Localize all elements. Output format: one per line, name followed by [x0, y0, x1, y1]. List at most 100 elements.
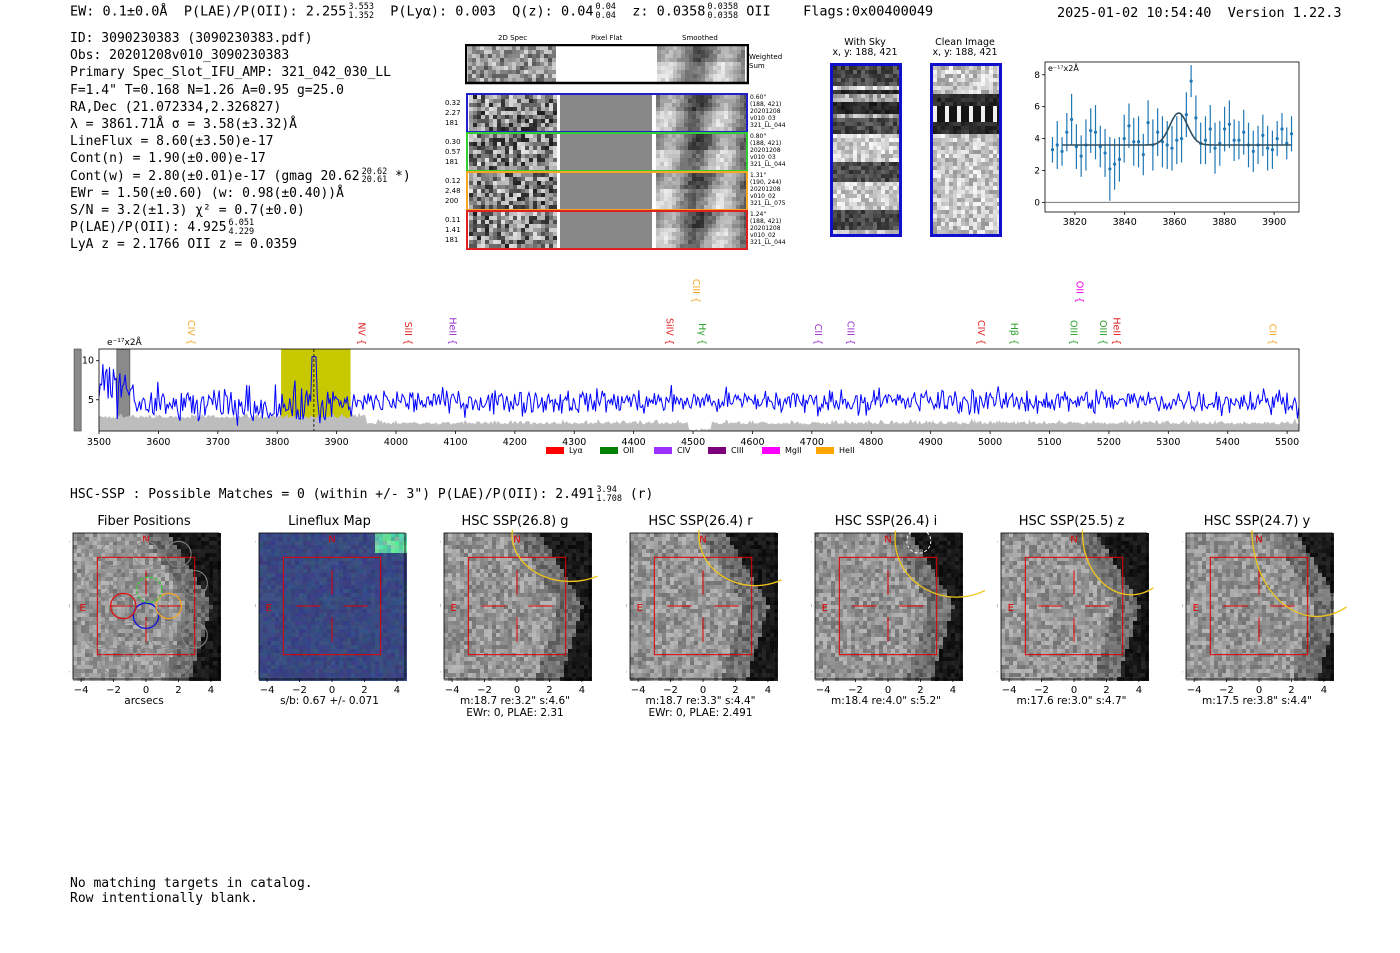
fiber-red [109, 592, 137, 620]
fit-point [1251, 149, 1255, 153]
fiber-circle [149, 570, 176, 597]
line-label-text: OII { [1073, 281, 1084, 303]
fit-point [1270, 148, 1275, 152]
fit-point [1050, 148, 1055, 152]
hsc-panel-title: HSC SSP(26.4) r [648, 514, 753, 529]
fit-point [1089, 129, 1093, 133]
spec-xtick-label-4600: 4600 [740, 437, 764, 448]
hsc-ytick-label: 2 [997, 569, 998, 580]
legend-swatch-4 [762, 447, 780, 454]
spec-xtick-label-3700: 3700 [206, 437, 230, 448]
fit-point [1237, 138, 1241, 142]
fit-point [1184, 113, 1188, 117]
info-radec: RA,Dec (21.072334,2.326827) [70, 99, 282, 115]
spec-xtick-label-3800: 3800 [265, 437, 289, 448]
hsc-xtick-label: 4 [1321, 685, 1327, 696]
line-label-text: Hγ { [696, 323, 707, 345]
spec-xtick-label-4300: 4300 [562, 437, 586, 448]
hsc-ytick-label: 0 [997, 601, 998, 612]
clean-image [930, 63, 1002, 237]
hsc-ytick-label: 4 [69, 536, 70, 547]
hsc-ytick-label: 0 [1182, 601, 1183, 612]
hsc-cutout-0: N E −4 −2 0 2 4 4 2 0 −2 −4 [69, 532, 221, 696]
header-summary: EW: 0.1±0.0Å P(LAE)/P(OII): 2.255 3.553 1.… [70, 3, 933, 20]
hsc-caption: m:18.7 re:3.3" s:4.4" EWr: 0, PLAE: 2.491 [616, 695, 786, 719]
hsc-panel-2: HSC SSP(26.8) gNE−4−2024420−2−4m:18.7 re… [440, 512, 620, 727]
fit-point [1208, 127, 1212, 131]
info-obs: Obs: 20201208v010_3090230383 [70, 48, 290, 64]
line-label-1: NV { [356, 322, 367, 345]
hsc-xtick-label: 0 [143, 685, 149, 696]
hsc-xtick-label: −2 [1219, 685, 1234, 696]
row-3-left-2: 181 [445, 236, 459, 244]
legend-swatch-1 [600, 447, 618, 454]
hsc-panel-5: HSC SSP(25.5) zNE−4−2024420−2−4m:17.6 re… [997, 512, 1177, 727]
hsc-ytick-label: 4 [811, 536, 812, 547]
hsc-caption-line1: s/b: 0.67 +/- 0.071 [280, 695, 379, 707]
error-series [98, 412, 1300, 432]
aperture-box [653, 556, 752, 656]
row-2-right-3: v010_02 [750, 193, 776, 200]
hsc-xtick-label: 4 [579, 685, 585, 696]
plya-value: P(Lyα): 0.003 [390, 3, 496, 20]
aperture-box [467, 556, 567, 656]
hsc-xtick-label: 0 [885, 685, 891, 696]
row-2-right-0: 1.31" [750, 172, 767, 179]
hsc-ytick-label: −4 [255, 666, 256, 677]
hsc-xtick-label: 2 [361, 685, 367, 696]
fit-point [1218, 141, 1222, 145]
line-label-8: CIII { [845, 321, 856, 345]
hsc-caption: m:17.6 re:3.0" s:4.7" [987, 695, 1157, 707]
flags-value: Flags:0x00400049 [803, 3, 934, 20]
fit-point [1117, 157, 1122, 161]
footer: No matching targets in catalog. Row inte… [70, 876, 313, 906]
fiber-circle [132, 648, 160, 675]
plae-lo: 1.352 [348, 10, 374, 21]
row-2-2dspec [469, 173, 557, 209]
galaxy-ellipse [1081, 530, 1154, 596]
hsc-caption-line1: m:17.5 re:3.8" s:4.4" [1202, 695, 1312, 707]
hsc-ytick-label: 2 [440, 569, 441, 580]
aperture-box [282, 556, 381, 656]
row-1-left-2: 181 [445, 158, 459, 166]
fit-point [1285, 141, 1289, 145]
line-label-text: OIII { [1097, 320, 1108, 345]
clean-label: Clean Image [935, 37, 995, 48]
aperture-box [838, 556, 938, 656]
line-fit-chart: 0 2 4 6 8 3820 3840 3860 3880 3900 e⁻¹⁷x2Å [1035, 61, 1300, 228]
hsc-caption: arcsecs [59, 695, 229, 707]
hsc-panel-title: HSC SSP(24.7) y [1203, 514, 1311, 529]
cutout-images [465, 44, 749, 250]
fiber-circle [165, 596, 192, 623]
hsc-xtick-label: 2 [175, 685, 181, 696]
spectrum-frame [98, 348, 1300, 432]
info-contw: Cont(w) = 2.80(±0.01)e-17 (gmag 20.62 20.… [70, 166, 411, 185]
hsc-panel-0: Fiber Positions N E −4 −2 0 2 4 4 2 0 −2 −4 arcsecs [69, 512, 249, 727]
hsc-ytick-label: −2 [255, 633, 256, 644]
row-3-right-values: 1.24" (188, 421) 20201208 v010_02 321_LL_044 [750, 211, 786, 246]
compass-n: N [142, 535, 149, 546]
row-1-right-values: 0.80" (188, 421) 20201208 v010_03 321_LL_044 [750, 133, 786, 168]
footer-line1: No matching targets in catalog. [70, 876, 313, 891]
spec-xtick-label-3500: 3500 [87, 437, 111, 448]
spec-xtick-label-4800: 4800 [859, 437, 883, 448]
hsc-xtick-label: −2 [477, 685, 492, 696]
row-1-left-0: 0.30 [445, 138, 461, 146]
hsc-ytick-label: 2 [811, 569, 812, 580]
spec-xtick-label-5300: 5300 [1156, 437, 1180, 448]
compass-n: N [699, 535, 706, 546]
spectrum-ylabel: e⁻¹⁷x2Å [107, 336, 143, 348]
line-label-text: CIII { [690, 279, 701, 303]
row-0-smoothed [656, 95, 748, 131]
fiber-circle [181, 622, 208, 649]
contw-hi: 20.62 [361, 166, 388, 177]
flux-series [98, 356, 1300, 426]
fit-xtick-label-3820: 3820 [1063, 217, 1087, 228]
hsc-ytick-label: −2 [626, 633, 627, 644]
fiber-circle [132, 540, 160, 568]
qz-value: Q(z): 0.04 [512, 3, 594, 20]
col-header-2dspec: 2D Spec [498, 34, 528, 42]
hsc-ytick-label: −4 [626, 666, 627, 677]
weighted-sum-label: Weighted Sum [749, 53, 783, 70]
fit-point [1141, 152, 1145, 157]
